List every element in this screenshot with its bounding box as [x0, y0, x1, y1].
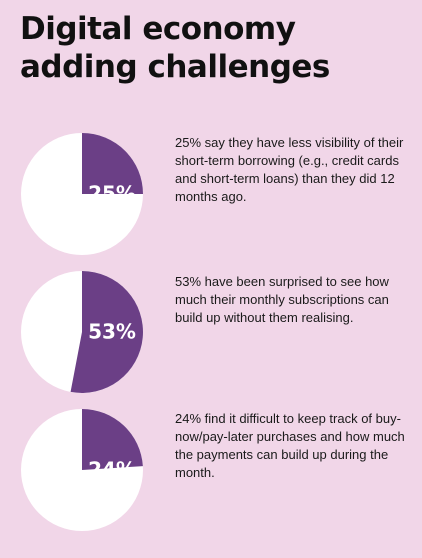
pie-label-2: 53%: [88, 320, 136, 344]
stat-description-1: 25% say they have less visibility of the…: [175, 135, 404, 204]
pie-slice-2: [70, 271, 143, 393]
title-line-2: adding challenges: [20, 49, 330, 85]
stat-description-3: 24% find it difficult to keep track of b…: [175, 411, 405, 480]
pie-slice-3: [82, 409, 143, 470]
pie-svg-3: 24%: [21, 409, 143, 531]
pie-chart-2: 53%: [20, 270, 144, 394]
pie-label-3: 24%: [88, 458, 136, 482]
title-line-1: Digital economy: [20, 11, 296, 47]
pie-label-1: 25%: [88, 182, 136, 206]
pie-svg-1: 25%: [21, 133, 143, 255]
stat-description-2: 53% have been surprised to see how much …: [175, 274, 389, 325]
pie-slice-1: [82, 133, 143, 194]
pie-chart-1: 25%: [20, 132, 144, 256]
pie-chart-3: 24%: [20, 408, 144, 532]
page-title: Digital economy adding challenges: [20, 10, 330, 86]
pie-svg-2: 53%: [21, 271, 143, 393]
